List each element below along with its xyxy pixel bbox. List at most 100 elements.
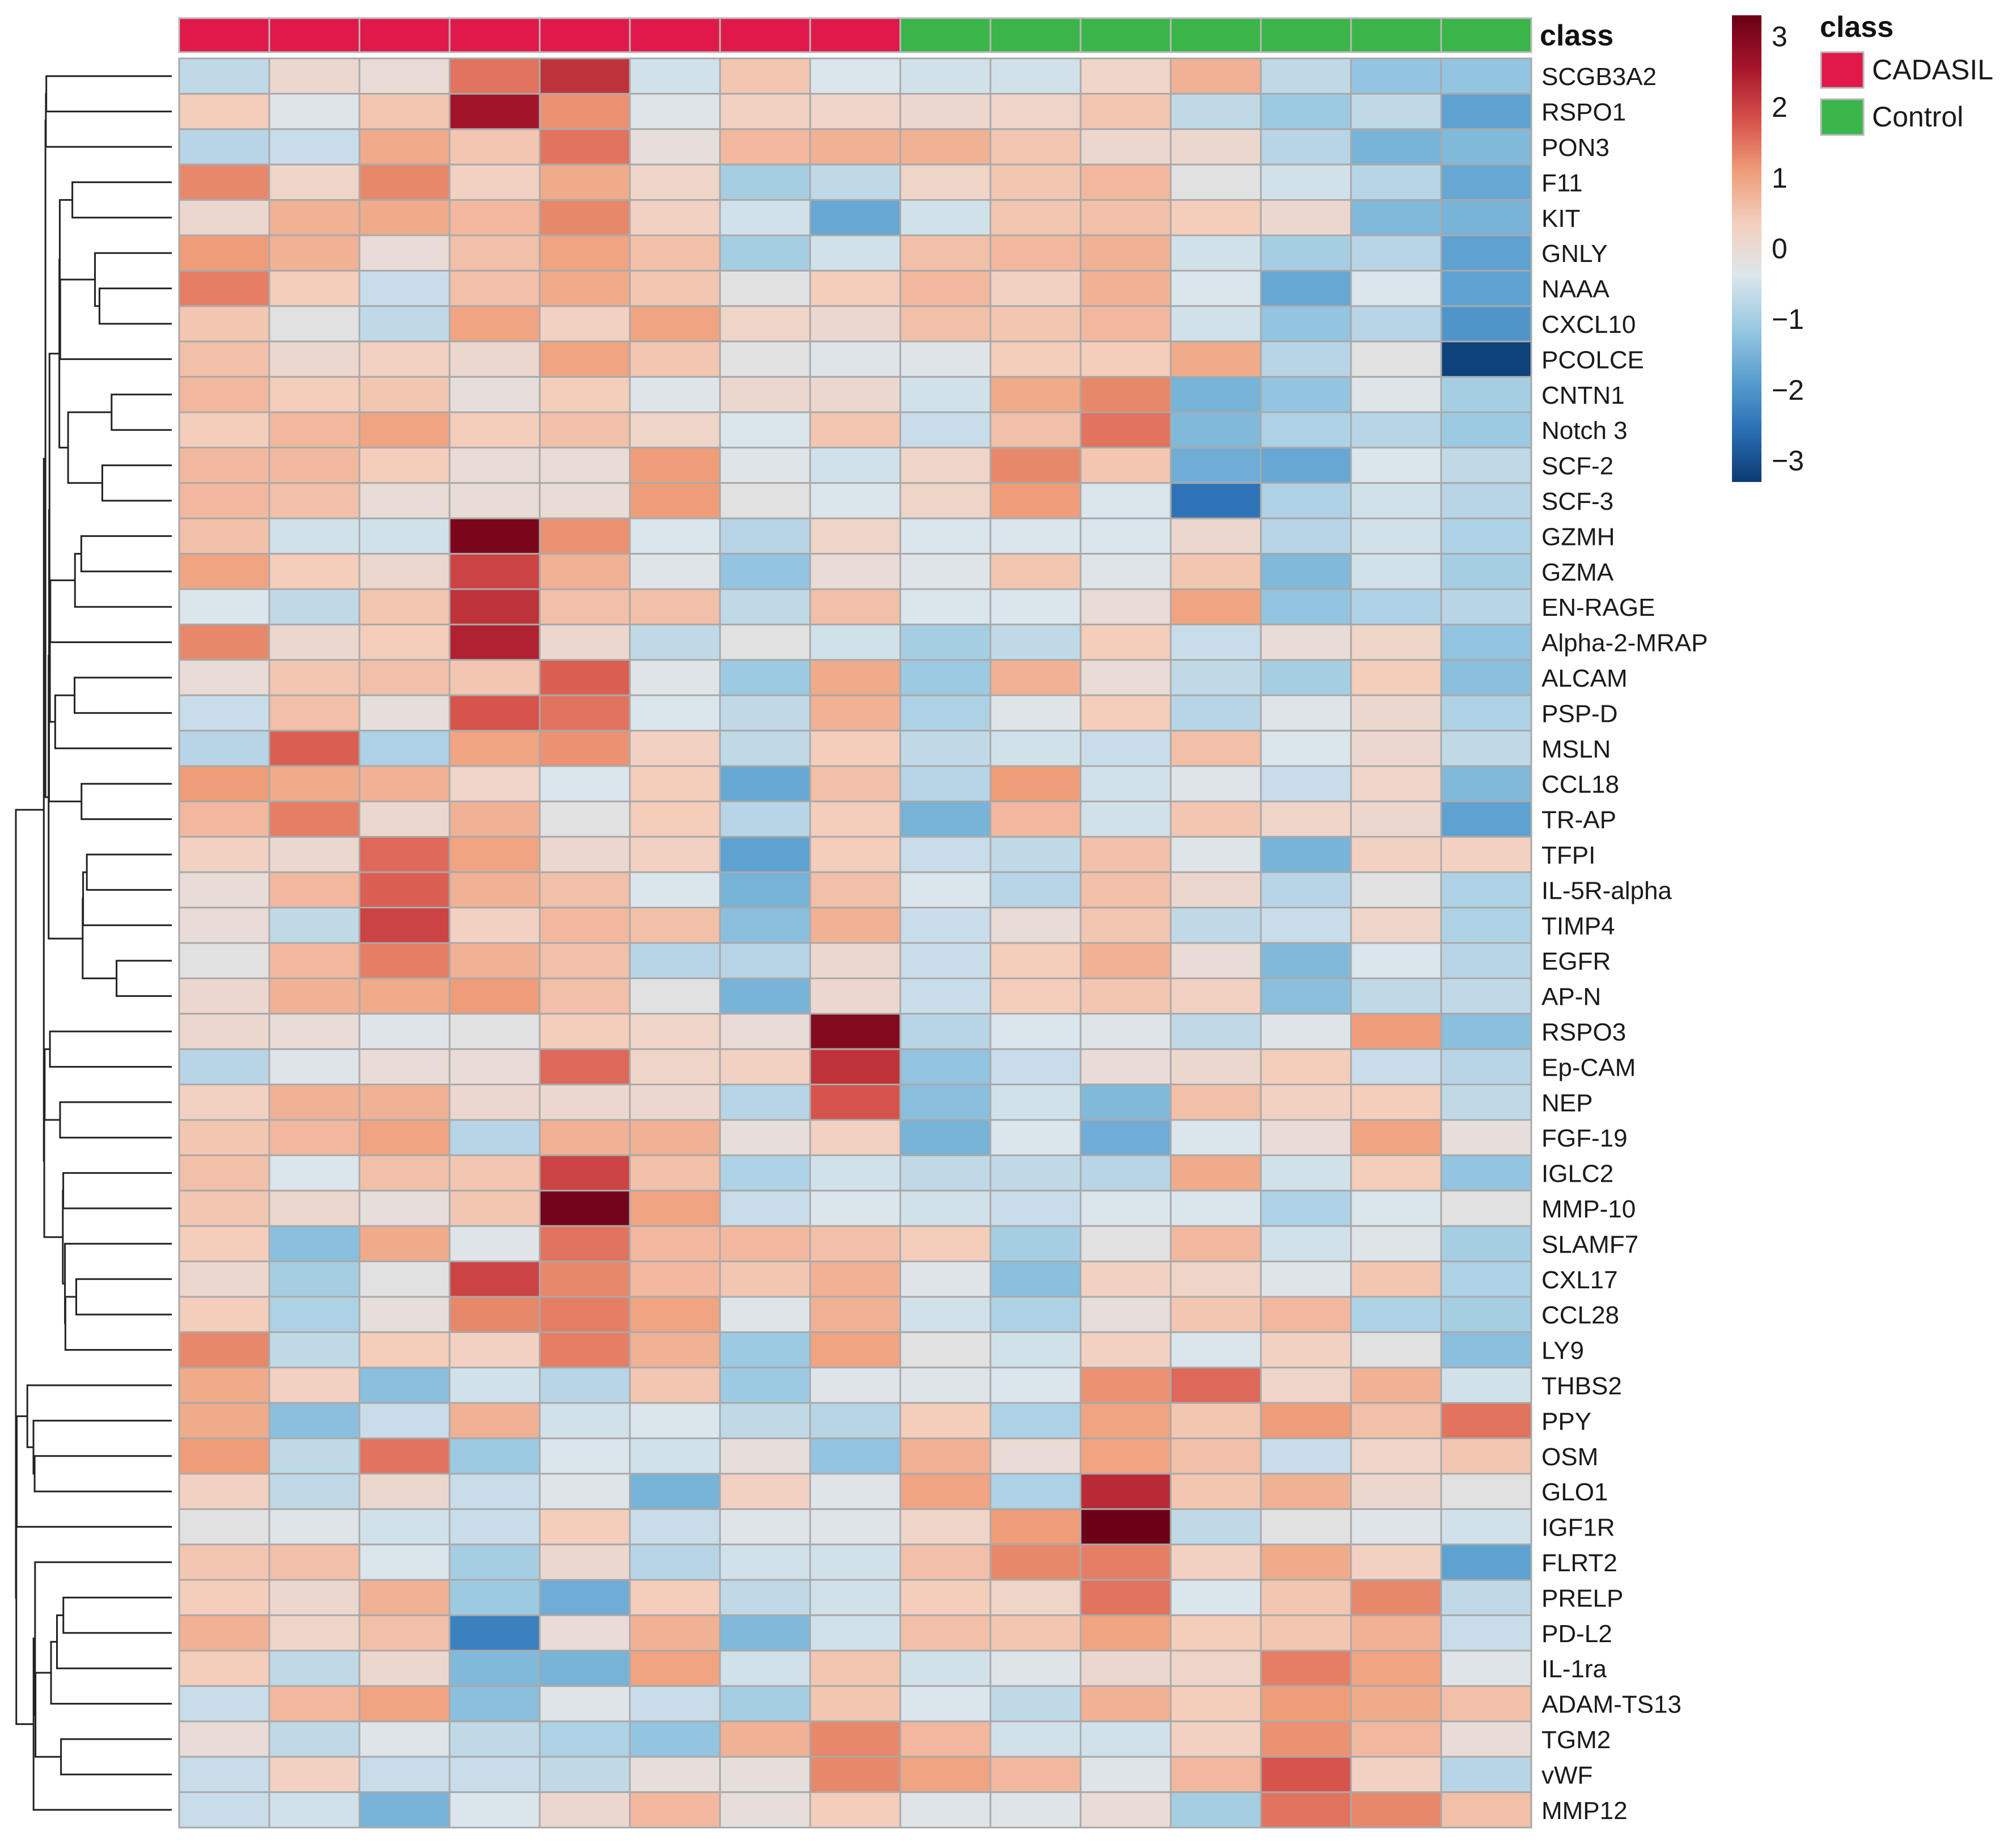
heatmap-cell: [1079, 730, 1172, 767]
heatmap-cell: [358, 199, 451, 236]
heatmap-cell: [1440, 694, 1532, 732]
heatmap-cell: [629, 1685, 721, 1723]
heatmap-cell: [899, 1791, 992, 1829]
heatmap-cell: [178, 1614, 270, 1652]
heatmap-cell: [899, 836, 992, 873]
heatmap-cell: [1170, 57, 1262, 95]
heatmap-cell: [629, 765, 721, 802]
heatmap-cell: [1260, 1225, 1352, 1263]
heatmap-cell: [899, 1756, 992, 1794]
heatmap-cell: [1170, 1473, 1262, 1510]
row-label: EN-RAGE: [1541, 594, 1655, 621]
heatmap-cell: [809, 1331, 901, 1369]
heatmap-cell: [989, 1473, 1082, 1510]
heatmap-cell: [809, 977, 901, 1015]
heatmap-cell: [1440, 907, 1532, 944]
heatmap-cell: [629, 1225, 721, 1263]
heatmap-cell: [1079, 305, 1172, 342]
heatmap-cell: [1079, 659, 1172, 696]
heatmap-cell: [1350, 1579, 1442, 1617]
heatmap-cell: [1350, 482, 1442, 519]
heatmap-cell: [448, 1614, 541, 1652]
heatmap-cell: [178, 1331, 270, 1369]
heatmap-cell: [1350, 694, 1442, 732]
dendrogram-branch: [16, 1415, 172, 1528]
class-legend: class CADASIL Control: [1820, 11, 1993, 136]
heatmap-cell: [1170, 92, 1262, 130]
heatmap-cell: [268, 446, 361, 484]
heatmap-cell: [989, 269, 1082, 307]
heatmap-cell: [448, 92, 541, 130]
heatmap-cell: [989, 1331, 1082, 1369]
dendrogram-branch: [34, 1561, 172, 1716]
heatmap-cell: [539, 588, 631, 625]
heatmap-cell: [539, 1154, 631, 1192]
heatmap-cell: [629, 1084, 721, 1121]
row-label: PPY: [1541, 1407, 1591, 1435]
heatmap-cell: [268, 1048, 361, 1086]
heatmap-cell: [899, 694, 992, 732]
heatmap-cell: [899, 553, 992, 590]
heatmap-cell: [1170, 1013, 1262, 1050]
dendrogram-branch: [71, 181, 172, 219]
heatmap-cell: [989, 623, 1082, 661]
heatmap-cell: [899, 1048, 992, 1086]
heatmap-cell: [809, 1190, 901, 1227]
heatmap-cell: [1440, 1367, 1532, 1404]
heatmap-cell: [448, 340, 541, 378]
heatmap-cell: [989, 1720, 1082, 1758]
heatmap-cell: [719, 411, 811, 449]
heatmap-cell: [358, 836, 451, 873]
class-legend-label: CADASIL: [1872, 54, 1993, 86]
row-label: MMP-10: [1541, 1195, 1636, 1223]
heatmap-cell: [1170, 163, 1262, 201]
heatmap-cell: [1260, 1084, 1352, 1121]
heatmap-cells: [178, 57, 1532, 1829]
heatmap-cell: [809, 871, 901, 909]
heatmap-cell: [358, 694, 451, 732]
heatmap-cell: [268, 376, 361, 413]
class-annotation-cell: [1260, 17, 1352, 53]
heatmap-cell: [178, 907, 270, 944]
heatmap-cell: [178, 1579, 270, 1617]
heatmap-cell: [268, 411, 361, 449]
heatmap-cell: [719, 92, 811, 130]
heatmap-cell: [268, 1543, 361, 1581]
heatmap-cell: [178, 836, 270, 873]
heatmap-cell: [1260, 836, 1352, 873]
dendrogram-branch: [49, 579, 172, 644]
heatmap-cell: [989, 1756, 1082, 1794]
heatmap-cell: [629, 1261, 721, 1298]
dendrogram-branch: [64, 1242, 172, 1325]
heatmap-cell: [358, 1685, 451, 1723]
heatmap-cell: [719, 57, 811, 95]
row-label: IGF1R: [1541, 1514, 1615, 1542]
heatmap-cell: [448, 1084, 541, 1121]
heatmap-cell: [809, 1367, 901, 1404]
dendrogram-branch: [80, 535, 172, 573]
row-label: NEP: [1541, 1089, 1593, 1117]
heatmap-cell: [1260, 1261, 1352, 1298]
class-annotation-cell: [1079, 17, 1172, 53]
heatmap-cell: [358, 659, 451, 696]
heatmap-cell: [178, 199, 270, 236]
heatmap-cell: [1170, 942, 1262, 979]
heatmap-cell: [358, 800, 451, 838]
heatmap-cell: [1440, 1296, 1532, 1333]
heatmap-cell: [809, 1154, 901, 1192]
heatmap-cell: [899, 659, 992, 696]
heatmap-cell: [809, 1119, 901, 1156]
heatmap-cell: [1079, 765, 1172, 802]
heatmap-cell: [899, 1154, 992, 1192]
heatmap-cell: [809, 588, 901, 625]
heatmap-cell: [358, 977, 451, 1015]
heatmap-cell: [1170, 694, 1262, 732]
heatmap-cell: [448, 1791, 541, 1829]
heatmap-cell: [268, 1437, 361, 1475]
heatmap-cell: [539, 1261, 631, 1298]
heatmap-cell: [268, 340, 361, 378]
heatmap-cell: [268, 694, 361, 732]
heatmap-cell: [1079, 694, 1172, 732]
heatmap-cell: [539, 553, 631, 590]
heatmap-cell: [629, 517, 721, 555]
